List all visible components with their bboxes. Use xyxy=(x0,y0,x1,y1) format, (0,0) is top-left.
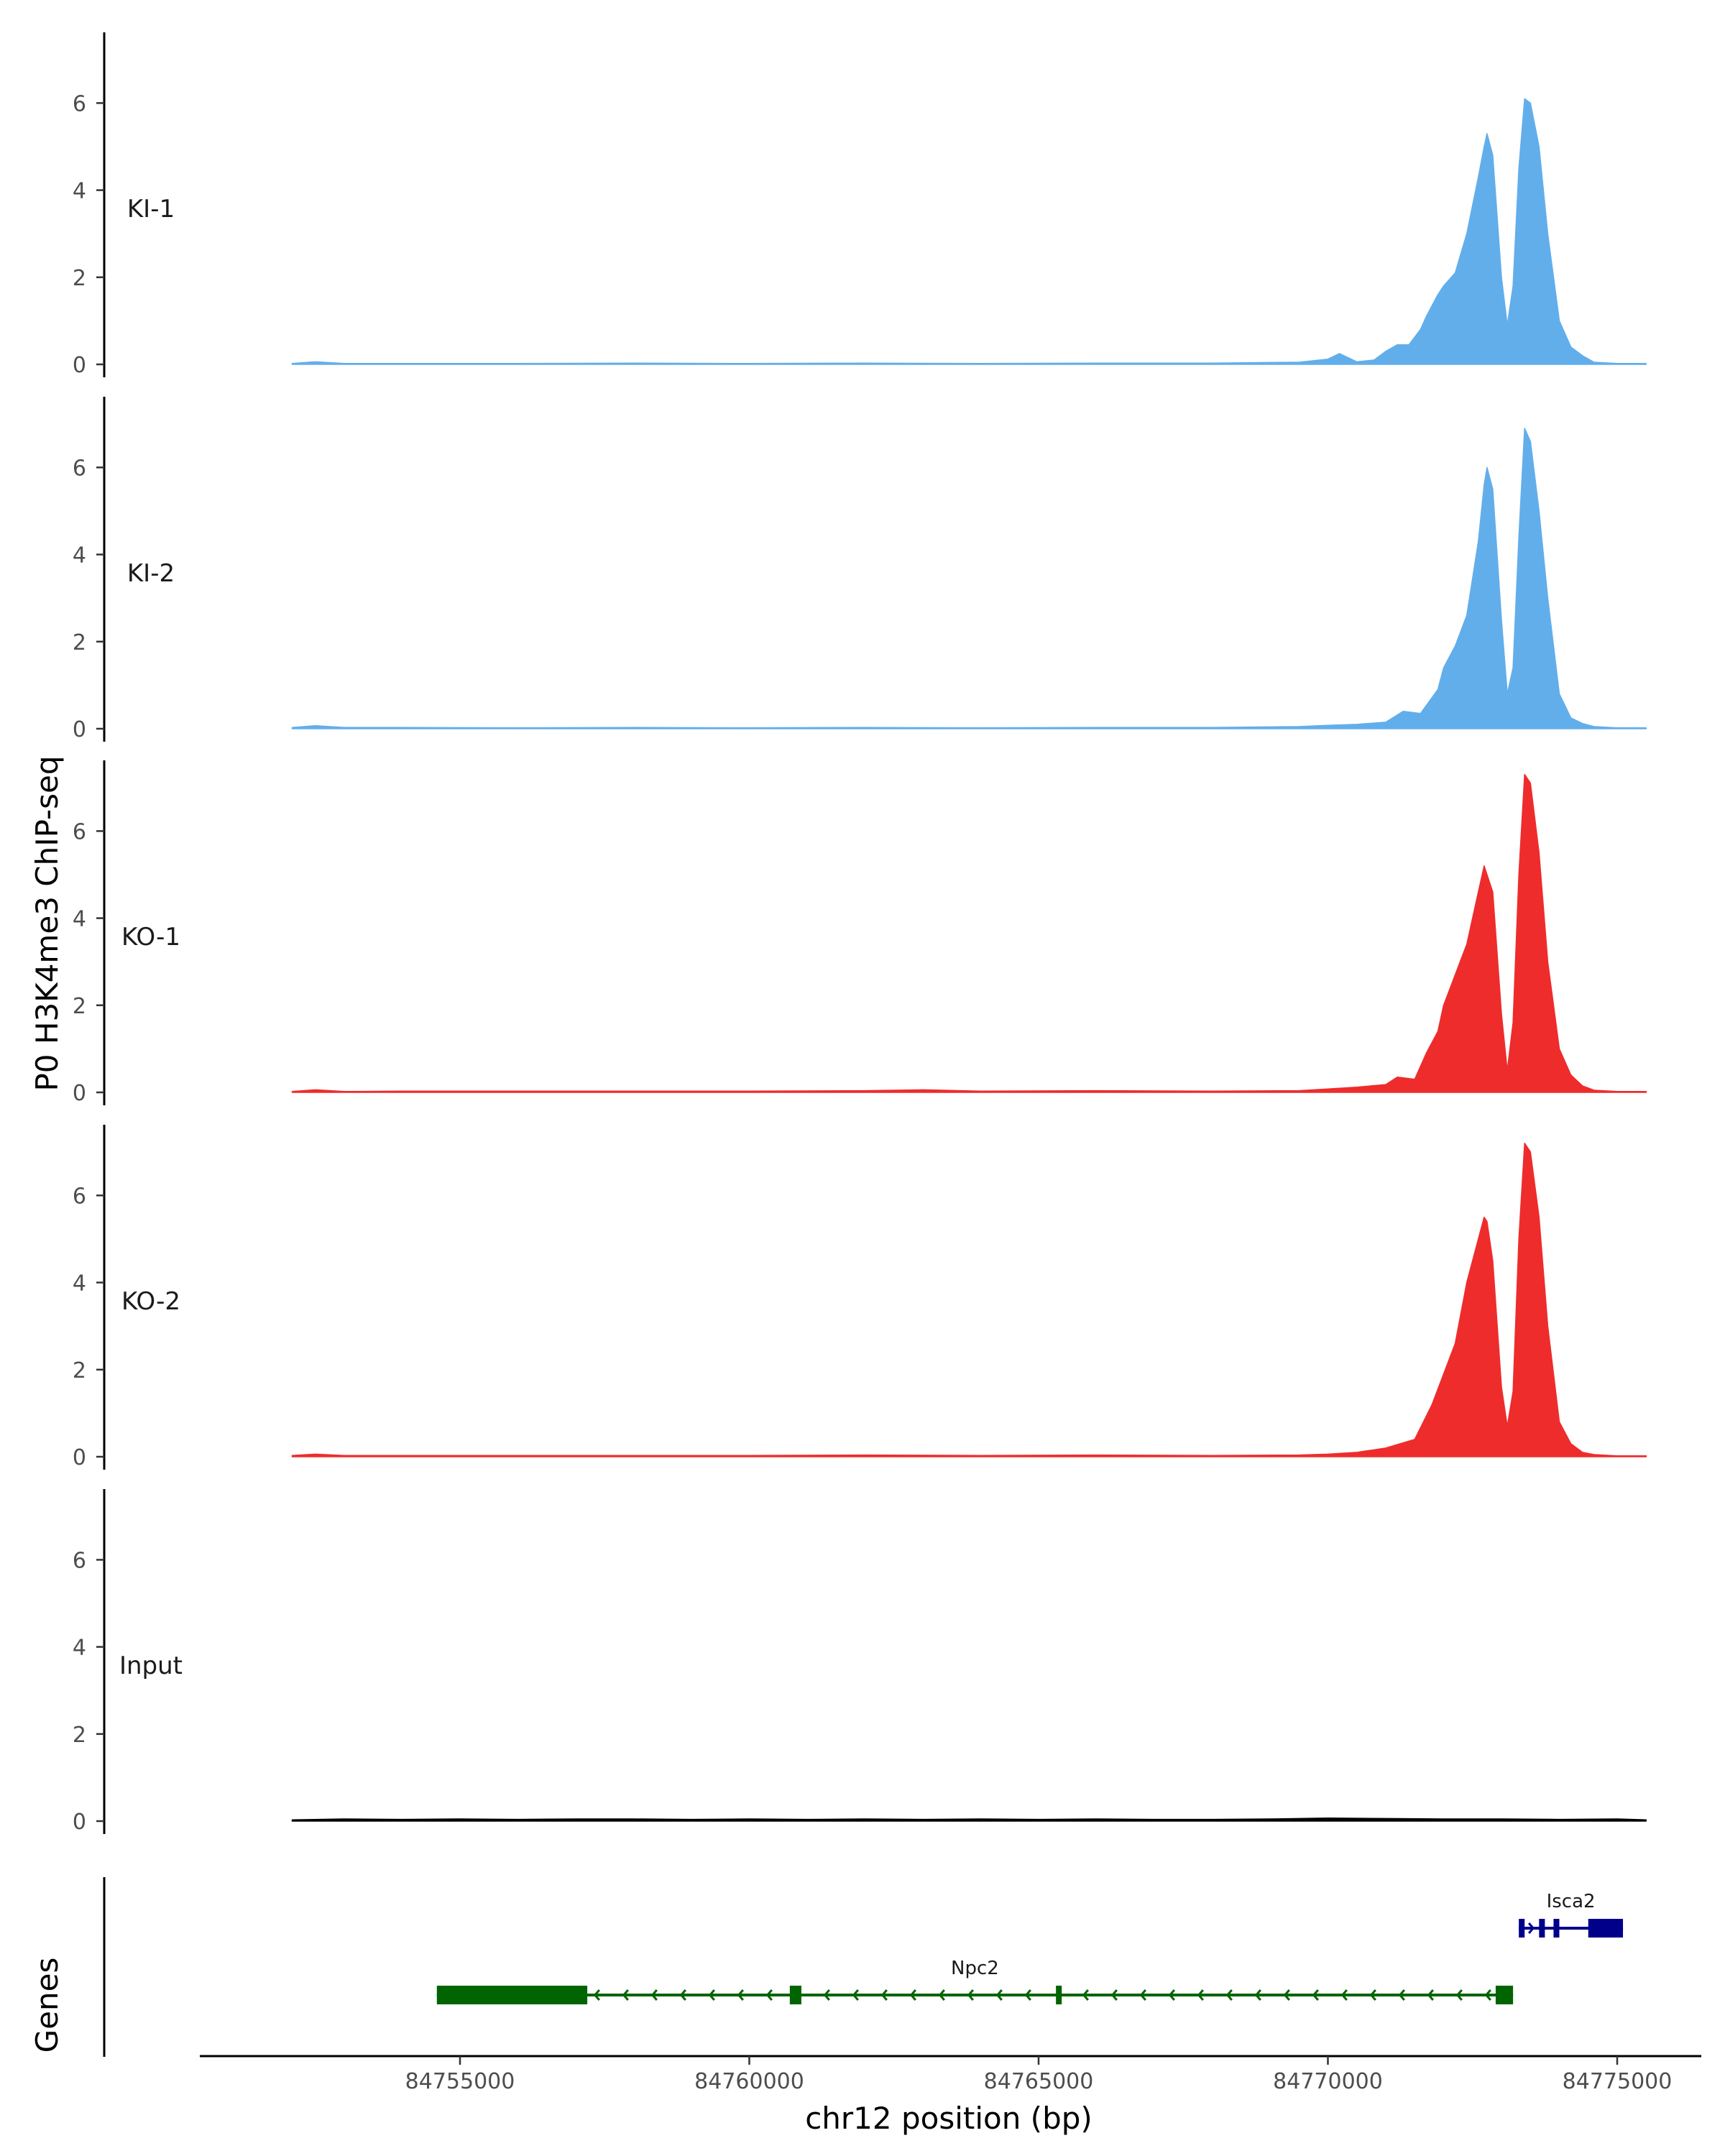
strand-arrow xyxy=(622,1989,629,2001)
track-ki-2: 0 2 4 6 KI-2 xyxy=(73,397,1647,742)
strand-arrow xyxy=(1082,1989,1089,2001)
signal-area xyxy=(291,1142,1647,1457)
x-tick-label: 84755000 xyxy=(405,2069,515,2094)
strand-arrow xyxy=(1139,1989,1146,2001)
y-tick-label: 4 xyxy=(73,179,86,204)
gene-exon xyxy=(436,1986,588,2004)
gene-exon xyxy=(1553,1919,1560,1938)
track-label: Input xyxy=(119,1651,183,1680)
track-label: KI-1 xyxy=(127,195,175,224)
track-input: 0 2 4 6 Input xyxy=(73,1489,1647,1835)
strand-arrow xyxy=(1110,1989,1118,2001)
gene-name-label: Npc2 xyxy=(951,1958,999,1979)
strand-arrow xyxy=(1484,1989,1491,2001)
y-tick-label: 4 xyxy=(73,907,86,932)
strand-arrow xyxy=(1283,1989,1290,2001)
y-tick-label: 2 xyxy=(73,266,86,291)
strand-arrow xyxy=(1369,1989,1376,2001)
strand-arrow xyxy=(1427,1989,1434,2001)
x-axis-title: chr12 position (bp) xyxy=(805,2101,1092,2136)
y-tick-label: 2 xyxy=(73,630,86,655)
y-tick-label: 6 xyxy=(73,819,86,844)
y-tick-label: 0 xyxy=(73,717,86,742)
strand-arrow xyxy=(765,1989,773,2001)
strand-arrow xyxy=(880,1989,888,2001)
strand-arrow xyxy=(1168,1989,1175,2001)
gene-exon xyxy=(789,1986,801,2004)
strand-arrow xyxy=(1340,1989,1348,2001)
y-tick-label: 4 xyxy=(73,543,86,568)
y-tick-label: 0 xyxy=(73,1810,86,1835)
gene-exon xyxy=(1588,1919,1624,1938)
track-label: KO-1 xyxy=(121,923,180,952)
genes-track-label: Genes xyxy=(29,1958,65,2053)
y-tick-label: 6 xyxy=(73,1548,86,1573)
y-tick-label: 0 xyxy=(73,353,86,378)
strand-arrow xyxy=(1528,1922,1535,1934)
track-ki-1: 0 2 4 6 KI-1 xyxy=(73,32,1647,378)
y-tick-label: 4 xyxy=(73,1271,86,1296)
gene-exon xyxy=(1495,1986,1514,2004)
strand-arrow xyxy=(823,1989,830,2001)
signal-area xyxy=(291,98,1647,365)
y-tick-label: 6 xyxy=(73,456,86,481)
strand-arrow xyxy=(593,1989,600,2001)
gene-name-label: Isca2 xyxy=(1547,1891,1596,1912)
x-tick-label: 84775000 xyxy=(1563,2069,1673,2094)
strand-arrow xyxy=(938,1989,945,2001)
y-tick-label: 4 xyxy=(73,1636,86,1661)
strand-arrow xyxy=(967,1989,974,2001)
y-tick-label: 6 xyxy=(73,91,86,116)
y-tick-label: 2 xyxy=(73,994,86,1019)
gene-npc2: Npc2 xyxy=(436,1958,1514,2004)
y-tick-label: 2 xyxy=(73,1358,86,1383)
x-tick-label: 84760000 xyxy=(694,2069,804,2094)
x-tick-label: 84765000 xyxy=(984,2069,1094,2094)
track-label: KI-2 xyxy=(127,559,175,588)
signal-area xyxy=(291,773,1647,1093)
strand-arrow xyxy=(1024,1989,1031,2001)
strand-arrow xyxy=(1254,1989,1261,2001)
strand-arrow xyxy=(852,1989,859,2001)
gene-isca2: Isca2 xyxy=(1519,1891,1624,1938)
strand-arrow xyxy=(1225,1989,1233,2001)
strand-arrow xyxy=(650,1989,658,2001)
x-tick-label: 84770000 xyxy=(1273,2069,1383,2094)
genes-track: Npc2 Isca2 xyxy=(103,1877,1624,2057)
y-tick-label: 2 xyxy=(73,1723,86,1748)
signal-area xyxy=(291,428,1647,729)
track-ko-2: 0 2 4 6 KO-2 xyxy=(73,1125,1647,1470)
gene-exon xyxy=(1519,1919,1525,1938)
strand-arrow xyxy=(909,1989,916,2001)
signal-tracks: 0 2 4 6 KI-1 0 2 4 6 KI-2 0 2 4 6 KO-1 0 2 4 6 KO-2 0 2 4 6 Inpu… xyxy=(73,32,1647,1835)
strand-arrow xyxy=(737,1989,744,2001)
y-tick-label: 6 xyxy=(73,1184,86,1209)
signal-area xyxy=(291,1818,1647,1822)
gene-exon xyxy=(1539,1919,1545,1938)
y-tick-label: 0 xyxy=(73,1081,86,1106)
x-axis: 84755000 84760000 84765000 84770000 84775000 xyxy=(200,2055,1701,2094)
track-ko-1: 0 2 4 6 KO-1 xyxy=(73,760,1647,1106)
track-label: KO-2 xyxy=(121,1287,180,1316)
y-tick-label: 0 xyxy=(73,1445,86,1470)
strand-arrow xyxy=(995,1989,1003,2001)
strand-arrow xyxy=(1197,1989,1204,2001)
strand-arrow xyxy=(1455,1989,1463,2001)
gene-exon xyxy=(1056,1986,1062,2004)
strand-arrow xyxy=(679,1989,686,2001)
strand-arrow xyxy=(1398,1989,1405,2001)
y-axis-title: P0 H3K4me3 ChIP-seq xyxy=(29,755,65,1091)
strand-arrow xyxy=(708,1989,715,2001)
strand-arrow xyxy=(1312,1989,1319,2001)
